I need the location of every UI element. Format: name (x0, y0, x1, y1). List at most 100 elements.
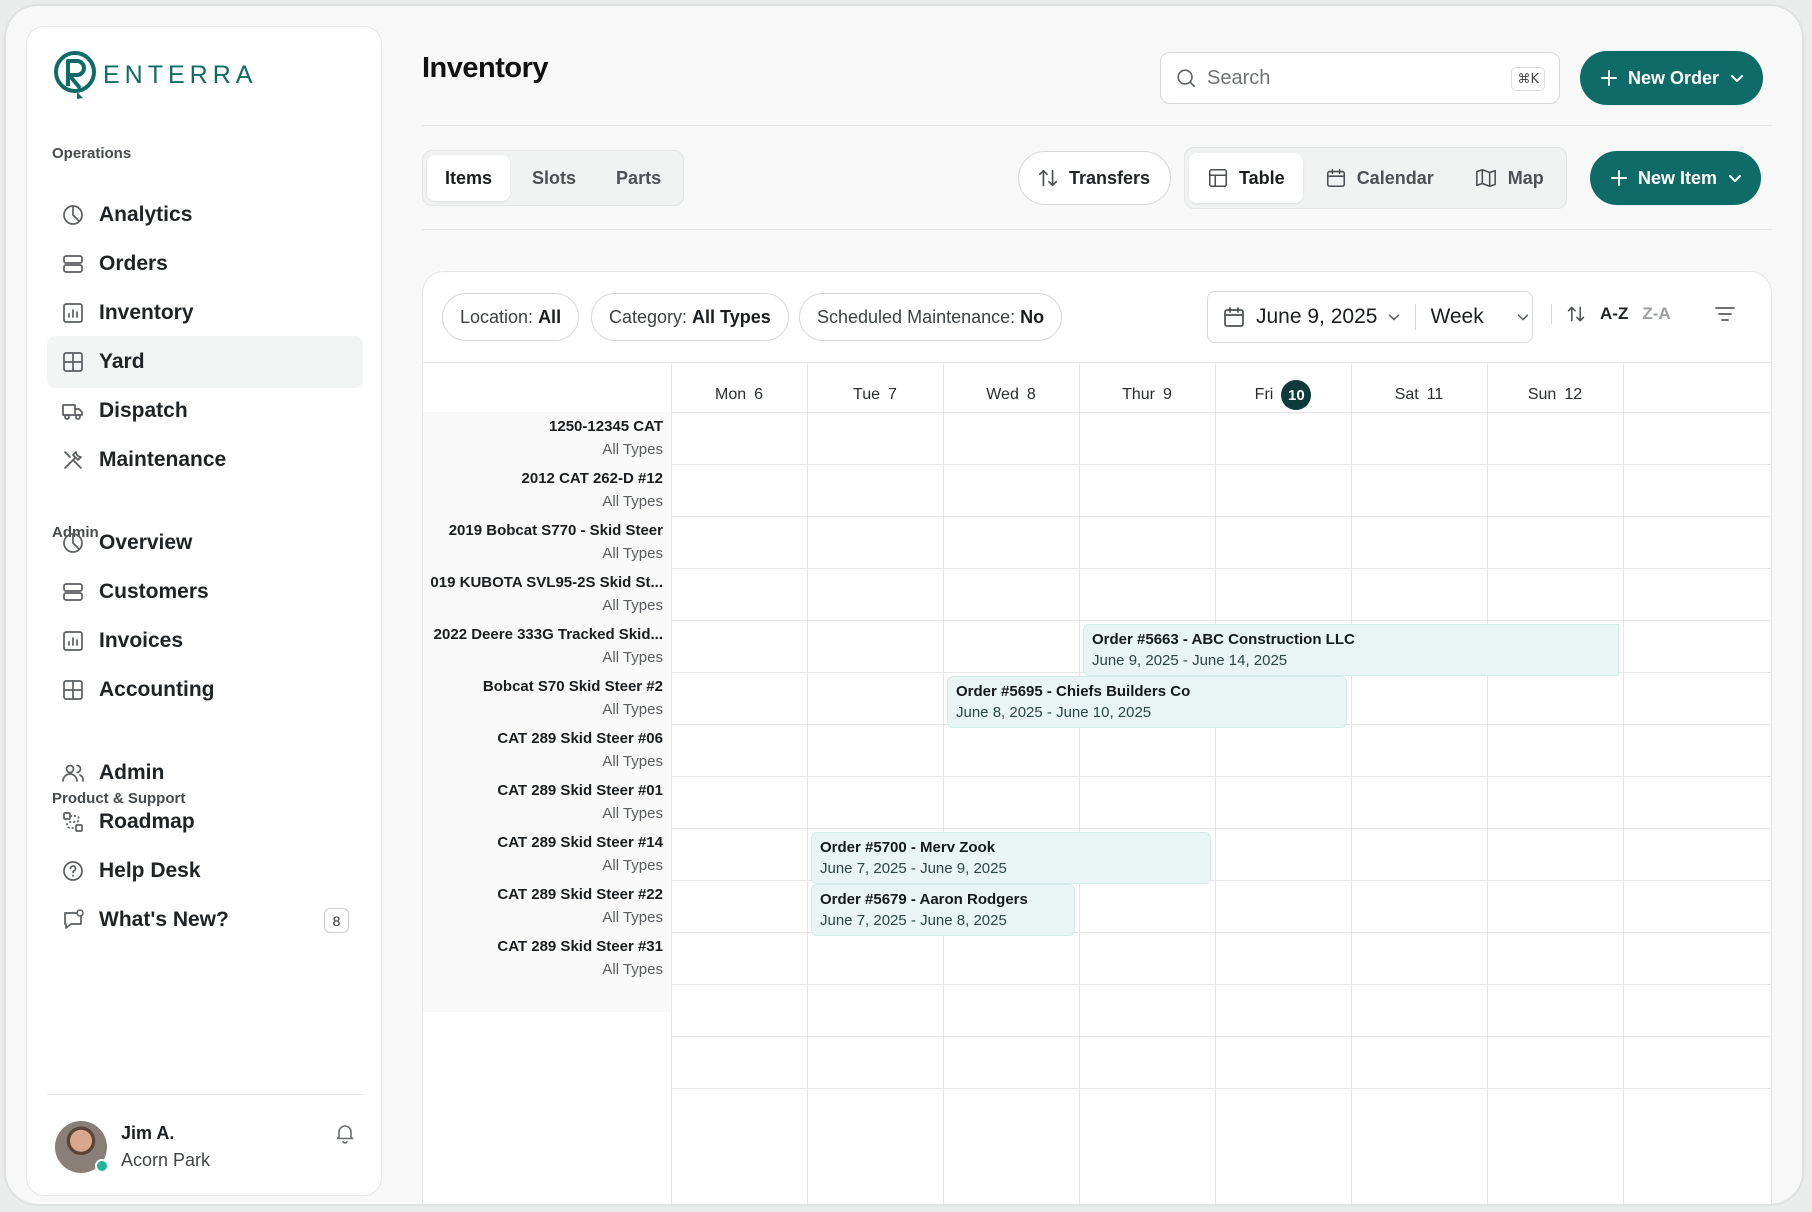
sort-icon[interactable] (1566, 304, 1586, 324)
booking-title: Order #5695 - Chiefs Builders Co (956, 683, 1191, 700)
equipment-name: CAT 289 Skid Steer #22 (497, 886, 663, 903)
map-icon (1475, 168, 1496, 188)
brand-logo-icon (54, 51, 96, 99)
new-order-button[interactable]: New Order (1580, 51, 1764, 105)
inventory-row-label[interactable]: 1250-12345 CAT All Types (423, 418, 663, 458)
tab-slots[interactable]: Slots (532, 167, 577, 188)
sidebar-item-customers[interactable]: Customers (47, 566, 363, 618)
filter-location[interactable]: Location: All (442, 293, 580, 341)
tab-parts[interactable]: Parts (616, 167, 662, 188)
grid-icon (63, 680, 83, 700)
sidebar-item-analytics[interactable]: Analytics (47, 189, 363, 241)
filter-lines-icon[interactable] (1713, 302, 1737, 326)
sidebar-item-invoices[interactable]: Invoices (47, 615, 363, 667)
inventory-row-label[interactable]: 2019 Bobcat S770 - Skid Steer All Types (423, 522, 663, 562)
new-item-button[interactable]: New Item (1590, 151, 1762, 205)
picker-divider (1415, 304, 1417, 330)
sidebar-item-what-s-new[interactable]: What's New? 8 (47, 894, 363, 946)
sidebar-item-label: Yard (99, 350, 145, 373)
inventory-row-label[interactable]: Bobcat S70 Skid Steer #2 All Types (423, 678, 663, 718)
day-header-mon[interactable]: Mon 6 (671, 380, 807, 410)
filter-scheduled-maintenance[interactable]: Scheduled Maintenance: No (799, 293, 1063, 341)
view-map-button[interactable]: Map (1456, 153, 1562, 203)
inventory-row-label[interactable]: 019 KUBOTA SVL95-2S Skid St... All Types (423, 574, 663, 614)
inventory-row-label[interactable]: 2012 CAT 262-D #12 All Types (423, 470, 663, 510)
inventory-row-label[interactable]: CAT 289 Skid Steer #22 All Types (423, 886, 663, 926)
sidebar-item-maintenance[interactable]: Maintenance (47, 434, 363, 486)
filter-location-key: Location: (460, 306, 534, 327)
day-header-fri[interactable]: Fri 10 (1215, 380, 1351, 410)
logo[interactable]: ENTERRA (53, 49, 257, 101)
inventory-row-label[interactable]: CAT 289 Skid Steer #01 All Types (423, 782, 663, 822)
user-profile[interactable]: Jim A. Acorn Park (55, 1121, 210, 1173)
inventory-row-label[interactable]: 2022 Deere 333G Tracked Skid... All Type… (423, 626, 663, 666)
date-range-picker[interactable]: June 9, 2025 Week (1207, 291, 1533, 343)
sort-a-z-button[interactable]: A-Z (1600, 304, 1629, 323)
day-header-sun[interactable]: Sun 12 (1487, 380, 1623, 410)
view-switcher: Table Calendar Map (1184, 147, 1567, 209)
booking-title: Order #5663 - ABC Construction LLC (1092, 631, 1355, 648)
search-input[interactable] (1207, 66, 1487, 90)
booking-event[interactable]: Order #5663 - ABC Construction LLC June … (1083, 624, 1619, 676)
booking-event[interactable]: Order #5700 - Merv Zook June 7, 2025 - J… (811, 832, 1211, 884)
bar-chart-icon (63, 303, 83, 323)
day-number: 7 (888, 386, 897, 403)
grid-row-line (671, 1088, 1771, 1089)
transfers-button[interactable]: Transfers (1018, 151, 1172, 205)
sidebar-item-overview[interactable]: Overview (47, 517, 363, 569)
equipment-name: CAT 289 Skid Steer #14 (497, 834, 663, 851)
sidebar-item-roadmap[interactable]: Roadmap (47, 796, 363, 848)
filter-maintenance-value: No (1020, 306, 1045, 327)
equipment-name: 1250-12345 CAT (549, 418, 663, 435)
search-icon (1177, 69, 1196, 88)
booking-title: Order #5679 - Aaron Rodgers (820, 891, 1028, 908)
filter-category[interactable]: Category: All Types (591, 293, 789, 341)
grid-icon (63, 352, 83, 372)
day-header-thur[interactable]: Thur 9 (1079, 380, 1215, 410)
inventory-row-label[interactable]: CAT 289 Skid Steer #14 All Types (423, 834, 663, 874)
selected-date[interactable]: June 9, 2025 (1256, 305, 1378, 328)
equipment-type: All Types (602, 961, 663, 978)
booking-event[interactable]: Order #5695 - Chiefs Builders Co June 8,… (947, 676, 1347, 728)
sidebar-item-accounting[interactable]: Accounting (47, 664, 363, 716)
sidebar-item-help-desk[interactable]: Help Desk (47, 845, 363, 897)
chevron-down-icon[interactable] (1516, 310, 1530, 324)
day-header-wed[interactable]: Wed 8 (943, 380, 1079, 410)
sidebar-divider (47, 1094, 363, 1095)
page-title: Inventory (422, 52, 549, 84)
bell-icon[interactable] (333, 1121, 357, 1145)
view-calendar-button[interactable]: Calendar (1307, 153, 1452, 203)
equipment-name: CAT 289 Skid Steer #01 (497, 782, 663, 799)
grid-row-line (671, 828, 1771, 829)
sidebar-item-yard[interactable]: Yard (47, 336, 363, 388)
inventory-row-label[interactable]: CAT 289 Skid Steer #06 All Types (423, 730, 663, 770)
view-table-label: Table (1239, 167, 1285, 188)
day-name: Tue (853, 386, 881, 403)
inventory-row-label[interactable]: CAT 289 Skid Steer #31 All Types (423, 938, 663, 978)
sidebar-item-label: Analytics (99, 203, 193, 226)
sidebar-item-label: Customers (99, 580, 209, 603)
view-table-button[interactable]: Table (1189, 153, 1303, 203)
chevron-down-icon[interactable] (1387, 310, 1401, 324)
equipment-type: All Types (602, 649, 663, 666)
range-select[interactable]: Week (1430, 305, 1484, 328)
sidebar-item-dispatch[interactable]: Dispatch (47, 385, 363, 437)
online-status-dot (95, 1159, 109, 1173)
sidebar-item-admin[interactable]: Admin (47, 747, 363, 799)
booking-dates: June 7, 2025 - June 9, 2025 (820, 860, 1007, 877)
day-header-tue[interactable]: Tue 7 (807, 380, 943, 410)
calendar-icon (1224, 307, 1244, 327)
equipment-type: All Types (602, 857, 663, 874)
search-shortcut: ⌘K (1511, 67, 1545, 91)
sort-z-a-button[interactable]: Z-A (1642, 304, 1671, 323)
sidebar-item-label: Invoices (99, 629, 184, 652)
tab-items[interactable]: Items (427, 155, 511, 201)
equipment-type: All Types (602, 493, 663, 510)
booking-event[interactable]: Order #5679 - Aaron Rodgers June 7, 2025… (811, 884, 1075, 936)
booking-dates: June 9, 2025 - June 14, 2025 (1092, 652, 1288, 669)
day-header-sat[interactable]: Sat 11 (1351, 380, 1487, 410)
sidebar-item-orders[interactable]: Orders (47, 238, 363, 290)
booking-dates: June 7, 2025 - June 8, 2025 (820, 912, 1007, 929)
sidebar-item-inventory[interactable]: Inventory (47, 287, 363, 339)
search-box[interactable]: ⌘K (1160, 52, 1560, 104)
